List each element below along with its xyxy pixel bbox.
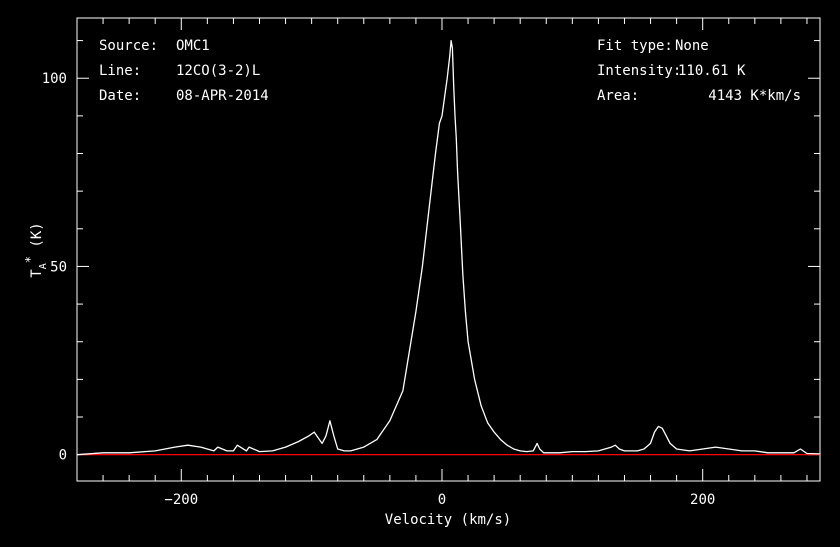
info-fit-type-label: Fit type: — [597, 38, 673, 54]
info-line-label: Line: — [99, 63, 141, 79]
spectrum-line — [76, 39, 821, 456]
y-tick-label: 50 — [50, 259, 67, 275]
y-axis-label-subscript: A — [38, 263, 49, 269]
info-area-label: Area: — [597, 88, 639, 104]
x-axis-label: Velocity (km/s) — [385, 512, 511, 528]
info-area-value: 4143 K*km/s — [708, 88, 801, 104]
info-source-label: Source: — [99, 38, 158, 54]
y-axis-label-superscript: * — [23, 256, 37, 263]
plot-frame — [76, 17, 821, 482]
info-line-value: 12CO(3-2)L — [176, 63, 260, 79]
info-date-label: Date: — [99, 88, 141, 104]
y-axis-label-unit: (K) — [29, 222, 45, 256]
tick-labels: −200 0 200 0 50 100 — [42, 71, 716, 508]
info-block-right: Fit type: None Intensity: 110.61 K Area:… — [597, 38, 801, 104]
x-tick-label: 200 — [690, 492, 715, 508]
info-date-value: 08-APR-2014 — [176, 88, 269, 104]
info-fit-type-value: None — [675, 38, 709, 54]
y-tick-label: 0 — [59, 448, 67, 464]
info-block-left: Source: OMC1 Line: 12CO(3-2)L Date: 08-A… — [99, 38, 269, 104]
x-tick-label: 0 — [438, 492, 446, 508]
info-intensity-value: 110.61 K — [678, 63, 746, 79]
info-intensity-label: Intensity: — [597, 63, 681, 79]
x-tick-label: −200 — [164, 492, 198, 508]
info-source-value: OMC1 — [176, 38, 210, 54]
y-tick-label: 100 — [42, 71, 67, 87]
